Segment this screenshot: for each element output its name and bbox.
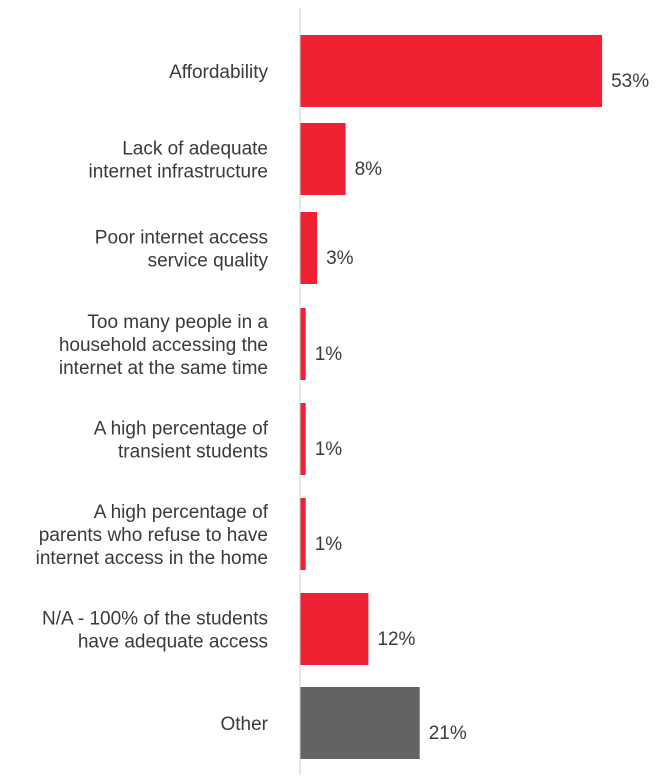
- value-label-5: 1%: [315, 439, 343, 460]
- bar-6: [300, 498, 306, 570]
- bars-layer: [300, 35, 603, 759]
- category-label-5-line-1: A high percentage of: [94, 419, 269, 440]
- bar-5: [300, 403, 306, 475]
- category-label-2: Lack of adequate internet infrastructure: [88, 139, 268, 183]
- bar-4: [300, 308, 306, 380]
- category-label-7-line-1: N/A - 100% of the students: [42, 609, 268, 630]
- category-label-3-line-1: Poor internet access: [95, 228, 268, 249]
- category-labels: Affordability Lack of adequate internet in…: [36, 62, 269, 735]
- bar-2: [300, 123, 346, 195]
- category-label-4: Too many people in a household accessing …: [59, 312, 269, 379]
- category-label-5-line-2: transient students: [118, 442, 268, 463]
- category-label-4-line-2: household accessing the: [59, 335, 268, 356]
- category-label-3: Poor internet access service quality: [95, 228, 269, 272]
- value-labels: 53% 8% 3% 1% 1% 1% 12% 21%: [315, 71, 650, 744]
- category-label-7: N/A - 100% of the students have adequate …: [42, 609, 268, 653]
- category-label-2-line-2: internet infrastructure: [88, 162, 268, 183]
- category-label-7-line-2: have adequate access: [78, 632, 268, 653]
- category-label-8-line-1: Other: [220, 714, 268, 735]
- bar-1: [300, 35, 603, 107]
- category-label-4-line-3: internet at the same time: [59, 358, 268, 379]
- category-label-8: Other: [220, 714, 268, 735]
- category-label-4-line-1: Too many people in a: [87, 312, 268, 333]
- category-label-1-line-1: Affordability: [169, 62, 268, 83]
- value-label-8: 21%: [429, 723, 467, 744]
- category-label-6-line-1: A high percentage of: [94, 502, 269, 523]
- bar-3: [300, 212, 318, 284]
- value-label-4: 1%: [315, 344, 343, 365]
- category-label-3-line-2: service quality: [148, 251, 269, 272]
- value-label-2: 8%: [355, 159, 383, 180]
- category-label-6-line-2: parents who refuse to have: [39, 525, 268, 546]
- value-label-1: 53%: [611, 71, 649, 92]
- category-label-1: Affordability: [169, 62, 268, 83]
- value-label-3: 3%: [326, 248, 354, 269]
- value-label-7: 12%: [377, 629, 415, 650]
- category-label-6-line-3: internet access in the home: [36, 548, 268, 569]
- category-label-6: A high percentage of parents who refuse t…: [36, 502, 269, 569]
- category-label-5: A high percentage of transient students: [94, 419, 269, 463]
- value-label-6: 1%: [315, 534, 343, 555]
- bar-8: [300, 687, 420, 759]
- bar-7: [300, 593, 369, 665]
- category-label-2-line-1: Lack of adequate: [122, 139, 268, 160]
